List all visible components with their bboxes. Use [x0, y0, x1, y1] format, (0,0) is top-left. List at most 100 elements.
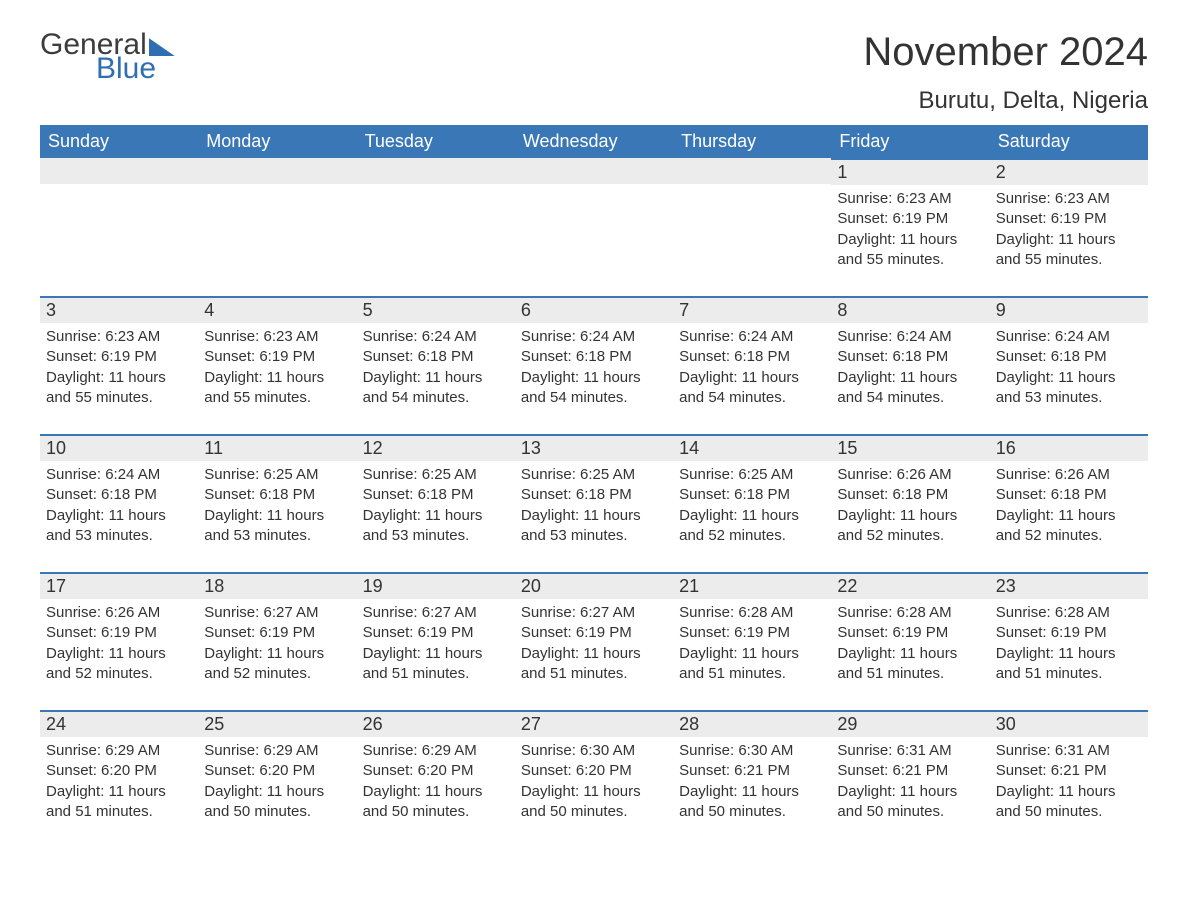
- calendar-week: 10Sunrise: 6:24 AMSunset: 6:18 PMDayligh…: [40, 434, 1148, 572]
- sunrise-line: Sunrise: 6:27 AM: [521, 603, 667, 623]
- sunset-line: Sunset: 6:18 PM: [204, 485, 350, 505]
- sunrise-line: Sunrise: 6:25 AM: [679, 465, 825, 485]
- daylight-line: Daylight: 11 hours and 50 minutes.: [679, 782, 825, 823]
- day-wrap: 5Sunrise: 6:24 AMSunset: 6:18 PMDaylight…: [357, 296, 515, 434]
- sunset-line: Sunset: 6:20 PM: [204, 761, 350, 781]
- calendar-cell: 14Sunrise: 6:25 AMSunset: 6:18 PMDayligh…: [673, 434, 831, 572]
- daylight-line: Daylight: 11 hours and 52 minutes.: [679, 506, 825, 547]
- empty-day-strip: [40, 158, 198, 184]
- daylight-line: Daylight: 11 hours and 52 minutes.: [996, 506, 1142, 547]
- calendar-cell: 28Sunrise: 6:30 AMSunset: 6:21 PMDayligh…: [673, 710, 831, 848]
- sunrise-line: Sunrise: 6:24 AM: [996, 327, 1142, 347]
- daylight-line: Daylight: 11 hours and 54 minutes.: [679, 368, 825, 409]
- day-number: 7: [673, 298, 831, 323]
- day-number: 28: [673, 712, 831, 737]
- sunset-line: Sunset: 6:18 PM: [679, 347, 825, 367]
- sunrise-line: Sunrise: 6:24 AM: [521, 327, 667, 347]
- empty-day-strip: [515, 158, 673, 184]
- sunrise-line: Sunrise: 6:28 AM: [679, 603, 825, 623]
- day-body: Sunrise: 6:24 AMSunset: 6:18 PMDaylight:…: [990, 323, 1148, 418]
- calendar-cell: 29Sunrise: 6:31 AMSunset: 6:21 PMDayligh…: [831, 710, 989, 848]
- day-number: 19: [357, 574, 515, 599]
- sunrise-line: Sunrise: 6:31 AM: [996, 741, 1142, 761]
- weekday-header-row: SundayMondayTuesdayWednesdayThursdayFrid…: [40, 125, 1148, 158]
- day-wrap: 20Sunrise: 6:27 AMSunset: 6:19 PMDayligh…: [515, 572, 673, 710]
- day-number: 21: [673, 574, 831, 599]
- day-wrap: 12Sunrise: 6:25 AMSunset: 6:18 PMDayligh…: [357, 434, 515, 572]
- daylight-line: Daylight: 11 hours and 52 minutes.: [837, 506, 983, 547]
- day-wrap: 7Sunrise: 6:24 AMSunset: 6:18 PMDaylight…: [673, 296, 831, 434]
- day-wrap: 25Sunrise: 6:29 AMSunset: 6:20 PMDayligh…: [198, 710, 356, 848]
- calendar-cell: 21Sunrise: 6:28 AMSunset: 6:19 PMDayligh…: [673, 572, 831, 710]
- calendar-cell: 23Sunrise: 6:28 AMSunset: 6:19 PMDayligh…: [990, 572, 1148, 710]
- sunrise-line: Sunrise: 6:26 AM: [996, 465, 1142, 485]
- day-wrap: 15Sunrise: 6:26 AMSunset: 6:18 PMDayligh…: [831, 434, 989, 572]
- weekday-header: Thursday: [673, 125, 831, 158]
- day-wrap: 22Sunrise: 6:28 AMSunset: 6:19 PMDayligh…: [831, 572, 989, 710]
- calendar-table: SundayMondayTuesdayWednesdayThursdayFrid…: [40, 125, 1148, 848]
- day-body: Sunrise: 6:23 AMSunset: 6:19 PMDaylight:…: [198, 323, 356, 418]
- sunset-line: Sunset: 6:18 PM: [837, 347, 983, 367]
- title-block: November 2024 Burutu, Delta, Nigeria: [863, 30, 1148, 115]
- daylight-line: Daylight: 11 hours and 50 minutes.: [204, 782, 350, 823]
- day-wrap: 13Sunrise: 6:25 AMSunset: 6:18 PMDayligh…: [515, 434, 673, 572]
- calendar-cell: 4Sunrise: 6:23 AMSunset: 6:19 PMDaylight…: [198, 296, 356, 434]
- daylight-line: Daylight: 11 hours and 55 minutes.: [204, 368, 350, 409]
- daylight-line: Daylight: 11 hours and 55 minutes.: [996, 230, 1142, 271]
- day-body: Sunrise: 6:25 AMSunset: 6:18 PMDaylight:…: [357, 461, 515, 556]
- sunrise-line: Sunrise: 6:26 AM: [837, 465, 983, 485]
- sunrise-line: Sunrise: 6:25 AM: [363, 465, 509, 485]
- daylight-line: Daylight: 11 hours and 50 minutes.: [363, 782, 509, 823]
- day-wrap: 19Sunrise: 6:27 AMSunset: 6:19 PMDayligh…: [357, 572, 515, 710]
- sunset-line: Sunset: 6:19 PM: [46, 623, 192, 643]
- daylight-line: Daylight: 11 hours and 50 minutes.: [521, 782, 667, 823]
- sunrise-line: Sunrise: 6:28 AM: [837, 603, 983, 623]
- day-body: Sunrise: 6:28 AMSunset: 6:19 PMDaylight:…: [673, 599, 831, 694]
- daylight-line: Daylight: 11 hours and 55 minutes.: [837, 230, 983, 271]
- day-number: 1: [831, 160, 989, 185]
- daylight-line: Daylight: 11 hours and 54 minutes.: [837, 368, 983, 409]
- sunset-line: Sunset: 6:19 PM: [837, 209, 983, 229]
- daylight-line: Daylight: 11 hours and 51 minutes.: [679, 644, 825, 685]
- sunrise-line: Sunrise: 6:28 AM: [996, 603, 1142, 623]
- sunrise-line: Sunrise: 6:26 AM: [46, 603, 192, 623]
- sunrise-line: Sunrise: 6:29 AM: [363, 741, 509, 761]
- day-body: Sunrise: 6:26 AMSunset: 6:18 PMDaylight:…: [990, 461, 1148, 556]
- sunset-line: Sunset: 6:18 PM: [521, 485, 667, 505]
- day-wrap: 21Sunrise: 6:28 AMSunset: 6:19 PMDayligh…: [673, 572, 831, 710]
- sunrise-line: Sunrise: 6:31 AM: [837, 741, 983, 761]
- day-body: Sunrise: 6:29 AMSunset: 6:20 PMDaylight:…: [357, 737, 515, 832]
- day-number: 20: [515, 574, 673, 599]
- day-wrap: 8Sunrise: 6:24 AMSunset: 6:18 PMDaylight…: [831, 296, 989, 434]
- day-wrap: 11Sunrise: 6:25 AMSunset: 6:18 PMDayligh…: [198, 434, 356, 572]
- day-number: 4: [198, 298, 356, 323]
- calendar-cell: 11Sunrise: 6:25 AMSunset: 6:18 PMDayligh…: [198, 434, 356, 572]
- calendar-week: 1Sunrise: 6:23 AMSunset: 6:19 PMDaylight…: [40, 158, 1148, 296]
- sunrise-line: Sunrise: 6:29 AM: [46, 741, 192, 761]
- sunset-line: Sunset: 6:19 PM: [204, 623, 350, 643]
- calendar-cell: 27Sunrise: 6:30 AMSunset: 6:20 PMDayligh…: [515, 710, 673, 848]
- day-wrap: 6Sunrise: 6:24 AMSunset: 6:18 PMDaylight…: [515, 296, 673, 434]
- day-body: Sunrise: 6:29 AMSunset: 6:20 PMDaylight:…: [198, 737, 356, 832]
- calendar-cell: 12Sunrise: 6:25 AMSunset: 6:18 PMDayligh…: [357, 434, 515, 572]
- day-number: 30: [990, 712, 1148, 737]
- sunset-line: Sunset: 6:19 PM: [363, 623, 509, 643]
- sunset-line: Sunset: 6:20 PM: [363, 761, 509, 781]
- daylight-line: Daylight: 11 hours and 54 minutes.: [363, 368, 509, 409]
- day-wrap: 9Sunrise: 6:24 AMSunset: 6:18 PMDaylight…: [990, 296, 1148, 434]
- day-wrap: 4Sunrise: 6:23 AMSunset: 6:19 PMDaylight…: [198, 296, 356, 434]
- calendar-week: 3Sunrise: 6:23 AMSunset: 6:19 PMDaylight…: [40, 296, 1148, 434]
- calendar-cell: 9Sunrise: 6:24 AMSunset: 6:18 PMDaylight…: [990, 296, 1148, 434]
- sunrise-line: Sunrise: 6:27 AM: [363, 603, 509, 623]
- day-number: 16: [990, 436, 1148, 461]
- day-wrap: 24Sunrise: 6:29 AMSunset: 6:20 PMDayligh…: [40, 710, 198, 848]
- day-number: 11: [198, 436, 356, 461]
- calendar-cell: 10Sunrise: 6:24 AMSunset: 6:18 PMDayligh…: [40, 434, 198, 572]
- day-body: Sunrise: 6:25 AMSunset: 6:18 PMDaylight:…: [673, 461, 831, 556]
- calendar-cell: 5Sunrise: 6:24 AMSunset: 6:18 PMDaylight…: [357, 296, 515, 434]
- header: General Blue November 2024 Burutu, Delta…: [40, 30, 1148, 115]
- daylight-line: Daylight: 11 hours and 52 minutes.: [204, 644, 350, 685]
- day-number: 17: [40, 574, 198, 599]
- sunset-line: Sunset: 6:18 PM: [521, 347, 667, 367]
- logo-word-blue: Blue: [96, 54, 175, 84]
